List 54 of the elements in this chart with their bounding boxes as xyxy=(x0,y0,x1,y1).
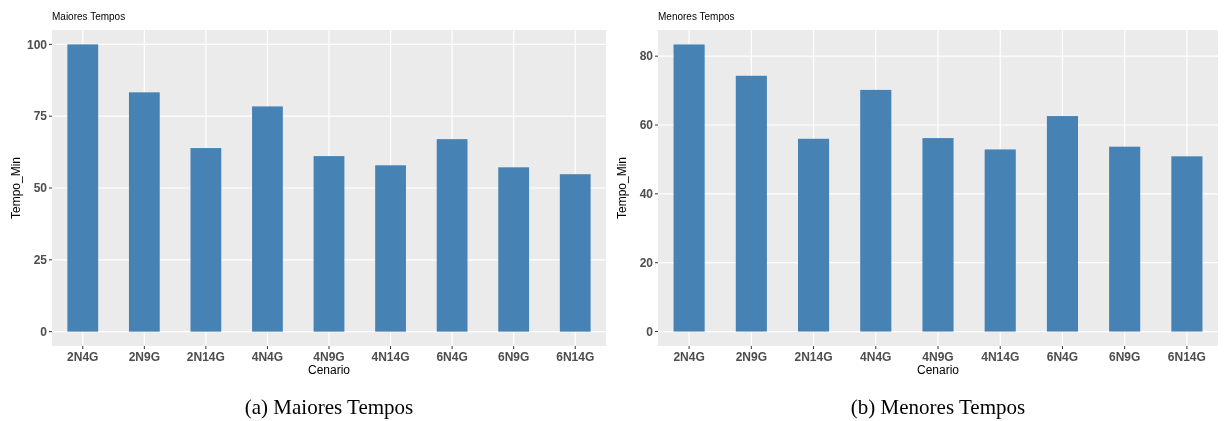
y-tick-label: 20 xyxy=(639,255,654,270)
x-axis-title: Cenario xyxy=(916,363,960,377)
bar xyxy=(436,139,468,332)
x-tick-label: 2N14G xyxy=(794,350,833,364)
x-tick-label: 2N9G xyxy=(128,350,161,364)
text: (b) Menores Tempos xyxy=(850,395,1026,419)
bar xyxy=(67,44,99,332)
x-tick-label: 4N9G xyxy=(313,350,345,364)
bar xyxy=(1046,116,1078,332)
y-tick-label: 60 xyxy=(639,118,654,133)
y-tick-label: 50 xyxy=(33,181,48,196)
x-tick-label: 4N4G xyxy=(860,350,892,364)
x-tick-label: 6N14G xyxy=(1167,350,1206,364)
x-tick-label: 6N14G xyxy=(556,350,595,364)
y-tick-label: 100 xyxy=(26,37,48,52)
bar xyxy=(922,138,954,332)
bar xyxy=(128,92,160,332)
x-tick-label: 4N14G xyxy=(981,350,1020,364)
bar xyxy=(860,89,892,332)
text: (a) Maiores Tempos xyxy=(244,395,414,419)
bar xyxy=(498,167,530,332)
bar xyxy=(1171,156,1203,332)
y-tick-label: 75 xyxy=(33,109,48,124)
y-tick-label: 0 xyxy=(40,324,48,339)
x-tick-label: 6N9G xyxy=(1108,350,1141,364)
x-tick-label: 2N14G xyxy=(186,350,225,364)
x-tick-label: 6N4G xyxy=(1046,350,1079,364)
bar xyxy=(252,106,283,332)
x-tick-label: 2N9G xyxy=(735,350,768,364)
bar xyxy=(313,156,345,332)
y-tick-label: 0 xyxy=(646,324,654,339)
chart-title: Maiores Tempos xyxy=(52,11,126,22)
y-tick-label: 25 xyxy=(33,253,48,268)
bar xyxy=(559,174,591,332)
x-tick-label: 4N14G xyxy=(371,350,410,364)
x-tick-label: 2N4G xyxy=(673,350,705,364)
x-axis-title: Cenario xyxy=(307,363,351,377)
bar xyxy=(375,165,406,332)
y-tick-label: 80 xyxy=(639,49,654,64)
bar xyxy=(190,148,222,332)
x-tick-label: 2N4G xyxy=(67,350,99,364)
x-tick-label: 6N9G xyxy=(497,350,530,364)
x-tick-label: 4N4G xyxy=(251,350,284,364)
y-axis-title: Tempo_Min xyxy=(615,156,629,220)
chart-title: Menores Tempos xyxy=(658,11,735,22)
y-axis-title: Tempo_Min xyxy=(9,156,23,220)
bar xyxy=(735,75,767,332)
x-tick-label: 6N4G xyxy=(436,350,468,364)
x-tick-label: 4N9G xyxy=(922,350,954,364)
y-tick-label: 40 xyxy=(639,187,654,202)
bar xyxy=(1109,146,1141,332)
bar xyxy=(673,44,705,332)
bar xyxy=(798,138,830,332)
bar xyxy=(984,149,1016,332)
